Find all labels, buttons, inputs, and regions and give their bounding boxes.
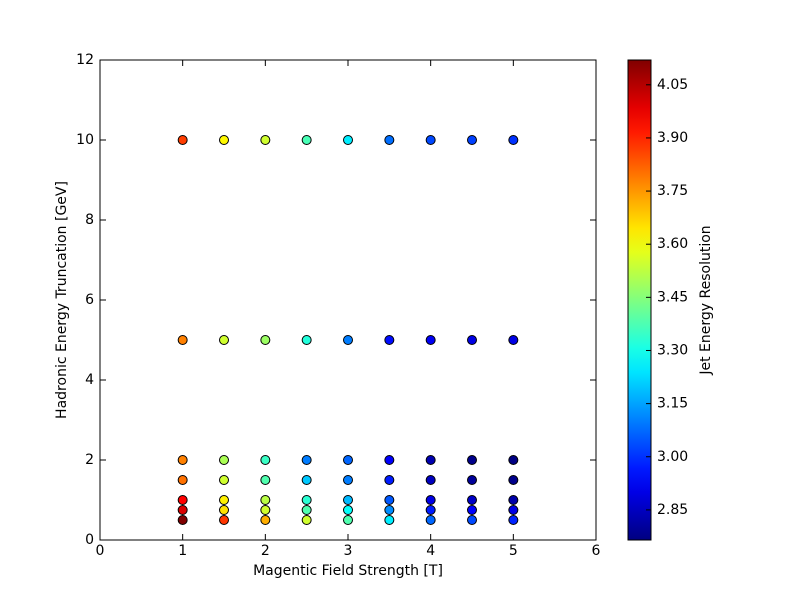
point bbox=[508, 455, 519, 465]
colorbar-tick-label: 3.90 bbox=[657, 130, 688, 146]
point bbox=[343, 495, 353, 505]
point bbox=[260, 475, 271, 485]
point bbox=[177, 505, 188, 515]
point bbox=[301, 515, 312, 525]
point bbox=[467, 515, 477, 525]
colorbar-tick-label: 3.15 bbox=[657, 396, 688, 412]
point bbox=[177, 515, 188, 525]
point bbox=[425, 135, 436, 145]
point bbox=[467, 475, 477, 485]
x-tick-label: 2 bbox=[261, 543, 270, 559]
point bbox=[467, 505, 477, 515]
point bbox=[219, 495, 229, 505]
point bbox=[219, 515, 229, 525]
point bbox=[467, 335, 477, 345]
point bbox=[301, 505, 312, 515]
point bbox=[508, 475, 519, 485]
x-tick-label: 4 bbox=[426, 543, 435, 559]
colorbar-tick-label: 3.00 bbox=[657, 449, 688, 465]
point bbox=[177, 455, 188, 465]
point bbox=[467, 495, 477, 505]
point bbox=[260, 505, 271, 515]
point bbox=[508, 135, 519, 145]
point bbox=[219, 455, 229, 465]
point bbox=[384, 135, 395, 145]
point bbox=[343, 475, 353, 485]
point bbox=[425, 495, 436, 505]
point bbox=[425, 515, 436, 525]
y-tick-label: 12 bbox=[76, 52, 94, 68]
point bbox=[384, 455, 395, 465]
point bbox=[508, 515, 519, 525]
point bbox=[425, 455, 436, 465]
point bbox=[384, 515, 395, 525]
point bbox=[343, 505, 353, 515]
point bbox=[301, 455, 312, 465]
colorbar-tick-label: 3.60 bbox=[657, 236, 688, 252]
point bbox=[177, 335, 188, 345]
point bbox=[508, 495, 519, 505]
x-tick-label: 1 bbox=[178, 543, 187, 559]
y-tick-label: 10 bbox=[76, 132, 94, 148]
point bbox=[301, 335, 312, 345]
point bbox=[260, 335, 271, 345]
x-tick-label: 5 bbox=[509, 543, 518, 559]
point bbox=[177, 475, 188, 485]
point bbox=[219, 475, 229, 485]
point bbox=[343, 135, 353, 145]
point bbox=[508, 505, 519, 515]
point bbox=[384, 475, 395, 485]
colorbar-label: Jet Energy Resolution bbox=[698, 225, 714, 375]
point bbox=[343, 335, 353, 345]
colorbar-tick-label: 3.30 bbox=[657, 342, 688, 358]
point bbox=[343, 515, 353, 525]
point bbox=[260, 455, 271, 465]
x-tick-label: 3 bbox=[344, 543, 353, 559]
y-tick-label: 8 bbox=[85, 212, 94, 228]
colorbar-tick-label: 2.85 bbox=[657, 502, 688, 518]
point bbox=[467, 135, 477, 145]
point bbox=[177, 135, 188, 145]
point bbox=[177, 495, 188, 505]
point bbox=[384, 335, 395, 345]
point bbox=[508, 335, 519, 345]
colorbar-tick-label: 3.75 bbox=[657, 183, 688, 199]
y-axis-label: Hadronic Energy Truncation [GeV] bbox=[54, 181, 70, 419]
point bbox=[219, 135, 229, 145]
point bbox=[260, 515, 271, 525]
point bbox=[301, 495, 312, 505]
point bbox=[384, 495, 395, 505]
y-tick-label: 4 bbox=[85, 372, 94, 388]
point bbox=[260, 495, 271, 505]
colorbar-tick-label: 4.05 bbox=[657, 77, 688, 93]
point bbox=[219, 505, 229, 515]
colorbar-tick-label: 3.45 bbox=[657, 289, 688, 305]
point bbox=[425, 475, 436, 485]
plot-area bbox=[99, 59, 597, 541]
point bbox=[301, 475, 312, 485]
x-tick-label: 6 bbox=[592, 543, 601, 559]
y-tick-label: 2 bbox=[85, 452, 94, 468]
point bbox=[425, 335, 436, 345]
x-axis-label: Magentic Field Strength [T] bbox=[253, 563, 443, 579]
y-tick-label: 0 bbox=[85, 532, 94, 548]
point bbox=[343, 455, 353, 465]
point bbox=[260, 135, 271, 145]
point bbox=[384, 505, 395, 515]
y-tick-label: 6 bbox=[85, 292, 94, 308]
point bbox=[425, 505, 436, 515]
x-tick-label: 0 bbox=[96, 543, 105, 559]
point bbox=[467, 455, 477, 465]
point bbox=[219, 335, 229, 345]
colorbar bbox=[627, 59, 652, 541]
point bbox=[301, 135, 312, 145]
